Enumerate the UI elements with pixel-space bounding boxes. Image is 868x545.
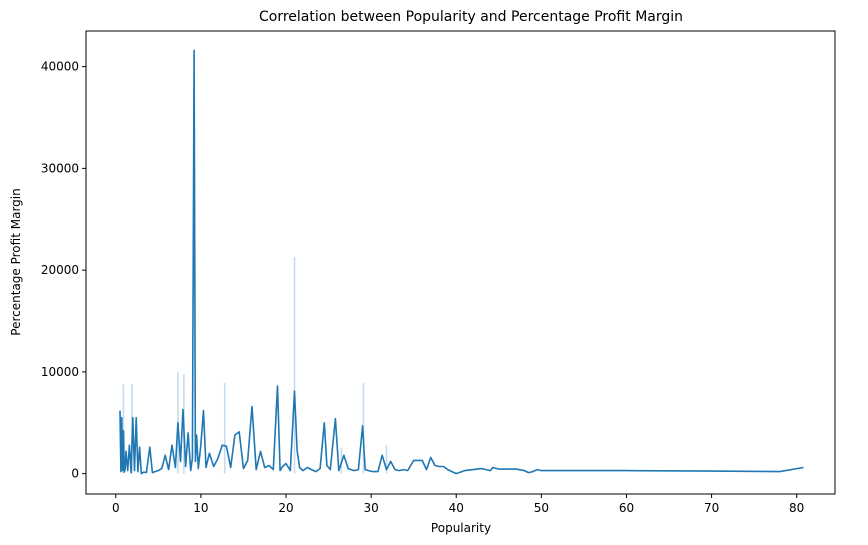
y-tick-label: 0	[71, 467, 79, 481]
plot-frame	[85, 30, 836, 495]
y-axis: 0 10000 20000 30000 40000	[41, 60, 86, 481]
x-tick-label: 50	[534, 501, 549, 515]
x-tick-label: 80	[789, 501, 804, 515]
series-line	[119, 49, 804, 475]
x-tick-label: 70	[704, 501, 719, 515]
x-axis-label: Popularity	[431, 521, 491, 535]
x-tick-label: 60	[619, 501, 634, 515]
y-axis-label: Percentage Profit Margin	[9, 188, 23, 335]
plot-area	[119, 49, 804, 475]
x-tick-label: 20	[278, 501, 293, 515]
y-tick-label: 30000	[41, 161, 79, 175]
x-tick-label: 30	[363, 501, 378, 515]
x-tick-label: 10	[193, 501, 208, 515]
y-tick-label: 20000	[41, 263, 79, 277]
x-tick-label: 0	[112, 501, 120, 515]
chart-title: Correlation between Popularity and Perce…	[259, 9, 683, 25]
x-axis: 0 10 20 30 40 50 60 70 80	[112, 494, 804, 515]
y-tick-label: 10000	[41, 365, 79, 379]
x-tick-label: 40	[449, 501, 464, 515]
y-tick-label: 40000	[41, 60, 79, 74]
